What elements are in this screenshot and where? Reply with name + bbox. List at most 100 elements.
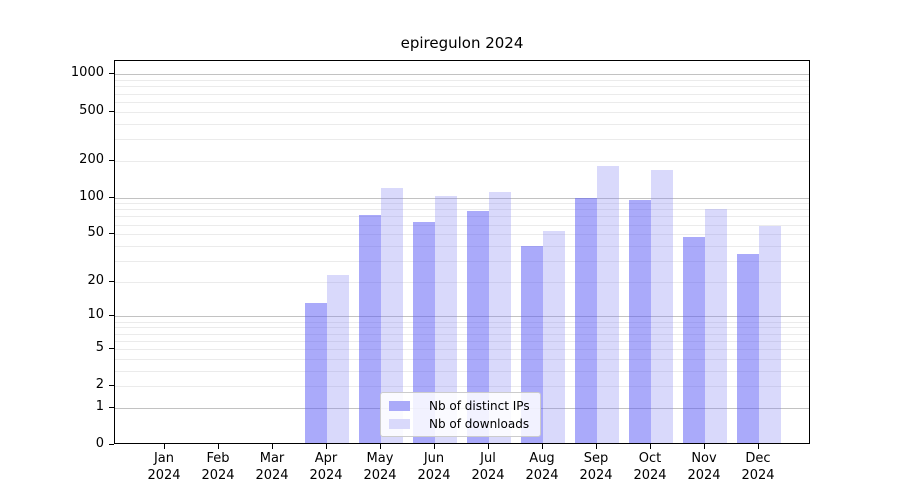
y-tick-20 (109, 280, 114, 282)
y-tick-label-500: 500 (79, 102, 104, 118)
x-tick-year: 2024 (525, 468, 559, 483)
bar-downloads-apr (327, 274, 349, 443)
x-tick-label-sep-2024: Sep 2024 (568, 450, 624, 484)
bar-downloads-jul (489, 192, 511, 443)
x-tick-year: 2024 (687, 468, 721, 483)
y-tick-1000 (109, 73, 114, 75)
bar-distinct-ips-jul (467, 210, 489, 443)
x-tick-label-jul-2024: Jul 2024 (460, 450, 516, 484)
x-tick-aug (542, 444, 543, 449)
bar-downloads-aug (543, 231, 565, 443)
bar-distinct-ips-apr (305, 303, 327, 443)
x-tick-year: 2024 (147, 468, 181, 483)
plot-area (114, 60, 810, 444)
y-tick-500 (109, 110, 114, 112)
bar-downloads-oct (651, 170, 673, 443)
legend-item-distinct-ips: Nb of distinct IPs (389, 397, 530, 414)
bar-downloads-sep (597, 166, 619, 443)
x-tick-month: Feb (206, 451, 230, 466)
legend-item-downloads: Nb of downloads (389, 415, 530, 432)
x-tick-label-feb-2024: Feb 2024 (190, 450, 246, 484)
bar-downloads-dec (759, 226, 781, 443)
y-tick-2 (109, 385, 114, 387)
bar-distinct-ips-dec (737, 254, 759, 443)
x-tick-feb (218, 444, 219, 449)
y-tick-5 (109, 347, 114, 349)
y-tick-label-1: 1 (95, 398, 104, 414)
x-tick-label-apr-2024: Apr 2024 (298, 450, 354, 484)
gridline-y-900 (115, 80, 809, 82)
x-tick-jun (434, 444, 435, 449)
x-tick-label-oct-2024: Oct 2024 (622, 450, 678, 484)
x-tick-oct (650, 444, 651, 449)
gridline-y-1000 (115, 74, 809, 76)
legend-swatch-distinct-ips (389, 400, 410, 411)
y-tick-10 (109, 315, 114, 317)
y-tick-label-0: 0 (95, 436, 104, 451)
y-tick-50 (109, 233, 114, 235)
x-tick-label-dec-2024: Dec 2024 (730, 450, 786, 484)
y-tick-label-20: 20 (87, 272, 104, 288)
x-tick-month: Aug (529, 451, 555, 466)
gridline-y-800 (115, 86, 809, 88)
bar-distinct-ips-may (359, 214, 381, 443)
x-tick-jan (164, 444, 165, 449)
x-tick-nov (704, 444, 705, 449)
x-tick-year: 2024 (363, 468, 397, 483)
y-tick-label-1000: 1000 (70, 65, 104, 81)
gridline-y-400 (115, 123, 809, 125)
x-tick-month: Mar (259, 451, 285, 466)
x-tick-sep (596, 444, 597, 449)
x-tick-year: 2024 (579, 468, 613, 483)
x-tick-month: Sep (583, 451, 609, 466)
gridline-y-100 (115, 197, 809, 199)
x-tick-label-aug-2024: Aug 2024 (514, 450, 570, 484)
x-tick-month: Nov (691, 451, 717, 466)
x-tick-dec (758, 444, 759, 449)
x-tick-month: Jan (153, 451, 175, 466)
x-tick-year: 2024 (255, 468, 289, 483)
gridline-y-90 (115, 203, 809, 205)
bar-distinct-ips-jun (413, 221, 435, 443)
y-tick-1 (109, 406, 114, 408)
x-tick-year: 2024 (741, 468, 775, 483)
bar-downloads-jun (435, 195, 457, 443)
bar-downloads-nov (705, 209, 727, 443)
y-tick-100 (109, 196, 114, 198)
x-tick-month: Oct (638, 451, 662, 466)
x-tick-mar (272, 444, 273, 449)
gridline-y-200 (115, 160, 809, 162)
y-tick-label-2: 2 (95, 377, 104, 393)
legend-swatch-downloads (389, 418, 410, 429)
chart-title: epiregulon 2024 (400, 34, 524, 52)
bar-distinct-ips-oct (629, 200, 651, 443)
x-tick-month: Dec (745, 451, 771, 466)
legend-label-downloads: Nb of downloads (429, 416, 530, 431)
x-tick-label-jun-2024: Jun 2024 (406, 450, 462, 484)
x-tick-apr (326, 444, 327, 449)
x-tick-year: 2024 (309, 468, 343, 483)
x-tick-label-nov-2024: Nov 2024 (676, 450, 732, 484)
x-tick-year: 2024 (201, 468, 235, 483)
gridline-y-700 (115, 93, 809, 95)
x-tick-month: Apr (314, 451, 338, 466)
legend-label-distinct-ips: Nb of distinct IPs (429, 398, 530, 413)
x-tick-label-jan-2024: Jan 2024 (136, 450, 192, 484)
x-tick-label-mar-2024: Mar 2024 (244, 450, 300, 484)
x-tick-may (380, 444, 381, 449)
bar-distinct-ips-nov (683, 237, 705, 443)
gridline-y-300 (115, 138, 809, 140)
gridline-y-500 (115, 111, 809, 113)
x-tick-month: May (366, 451, 394, 466)
x-tick-month: Jul (480, 451, 496, 466)
x-tick-year: 2024 (471, 468, 505, 483)
legend: Nb of distinct IPs Nb of downloads (380, 392, 541, 437)
y-tick-label-200: 200 (79, 151, 104, 167)
y-tick-0 (109, 444, 114, 445)
y-tick-label-5: 5 (95, 339, 104, 355)
y-tick-200 (109, 159, 114, 161)
x-tick-year: 2024 (417, 468, 451, 483)
y-tick-label-50: 50 (87, 225, 104, 241)
gridline-y-600 (115, 101, 809, 103)
